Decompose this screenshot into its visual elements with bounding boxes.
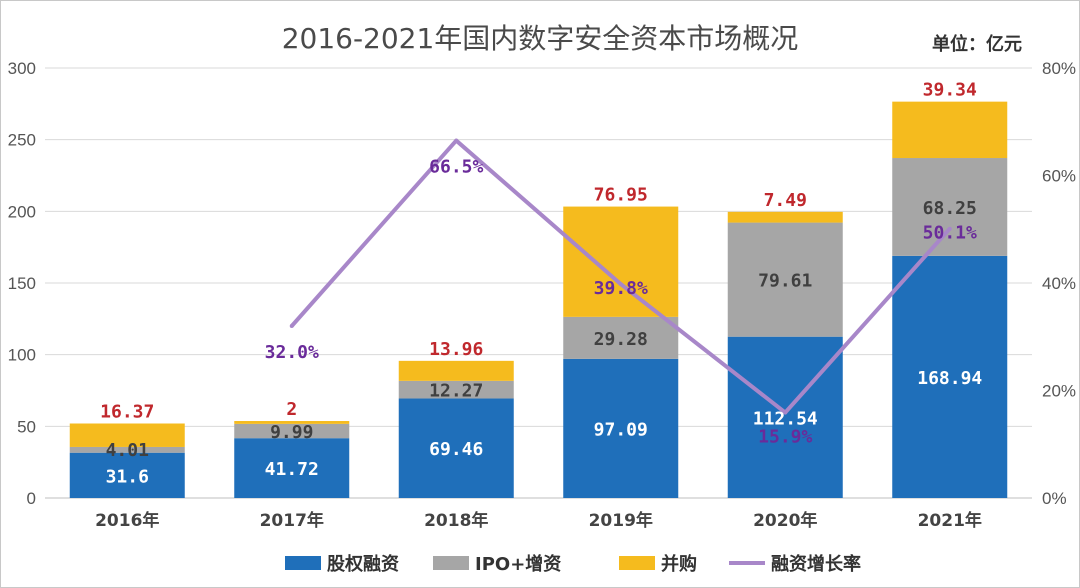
y-right-tick-label: 40% <box>1042 274 1076 293</box>
bar-data-label: 76.95 <box>594 185 648 206</box>
bar-data-label: 4.01 <box>106 440 149 461</box>
bar-data-label: 16.37 <box>100 401 154 422</box>
bar-segment <box>892 101 1008 159</box>
x-tick-label: 2021年 <box>918 510 982 531</box>
bar-data-label: 12.27 <box>429 381 483 402</box>
bar-segment <box>892 255 1008 498</box>
chart-title: 2016-2021年国内数字安全资本市场概况 <box>282 22 799 55</box>
bar-data-label: 112.54 <box>753 408 818 429</box>
bar-segment <box>563 316 679 359</box>
bar-data-label: 97.09 <box>594 419 648 440</box>
bar-segment <box>727 222 843 337</box>
bar-data-label: 2 <box>286 399 297 420</box>
bar-data-label: 7.49 <box>764 190 807 211</box>
bar-segment <box>727 336 843 498</box>
bar-segment <box>69 446 185 453</box>
line-data-label: 32.0% <box>265 342 319 363</box>
x-tick-label: 2016年 <box>95 510 159 531</box>
legend-label: 并购 <box>661 553 697 575</box>
x-tick-label: 2020年 <box>753 510 817 531</box>
legend: 股权融资 IPO+增资 并购 融资增长率 <box>285 553 861 575</box>
bar-data-label: 9.99 <box>270 422 313 443</box>
bar-segment <box>398 398 514 498</box>
legend-label: 融资增长率 <box>771 553 861 575</box>
bar-data-label: 31.6 <box>106 466 149 487</box>
growth-rate-point <box>947 226 952 231</box>
legend-label: IPO+增资 <box>475 553 561 575</box>
legend-swatch <box>433 556 469 570</box>
bar-data-label: 41.72 <box>265 459 319 480</box>
bar-data-label: 13.96 <box>429 339 483 360</box>
growth-rate-point <box>618 282 623 287</box>
growth-rate-point <box>454 138 459 143</box>
bar-data-label: 69.46 <box>429 439 483 460</box>
y-left-tick-label: 0 <box>27 489 36 508</box>
gridlines <box>45 67 1032 499</box>
bar-segment <box>234 423 350 439</box>
unit-label: 单位：亿元 <box>932 33 1022 55</box>
growth-rate-line <box>289 138 952 415</box>
y-left-tick-label: 150 <box>8 274 36 293</box>
bar-data-label: 68.25 <box>923 198 977 219</box>
bar-segment <box>234 421 350 424</box>
y-left-tick-label: 100 <box>8 346 36 365</box>
bar-segment <box>234 438 350 498</box>
x-tick-label: 2017年 <box>260 510 324 531</box>
y-right-tick-label: 80% <box>1042 59 1076 78</box>
bar-data-label: 79.61 <box>758 271 812 292</box>
bar-segment <box>892 158 1008 256</box>
y-right-tick-label: 60% <box>1042 167 1076 186</box>
growth-rate-point <box>783 410 788 415</box>
axes: 0 50 100 150 200 250 300 0% 20% 40% 60% 80% 2016年 201… <box>8 59 1076 531</box>
bar-segment <box>727 211 843 223</box>
y-right-tick-label: 0% <box>1042 489 1067 508</box>
y-left-tick-label: 50 <box>17 417 36 436</box>
bar-data-label: 39.34 <box>923 80 977 101</box>
y-right-tick-label: 20% <box>1042 382 1076 401</box>
bar-data-label: 29.28 <box>594 329 648 350</box>
line-data-label: 39.8% <box>594 278 648 299</box>
legend-label: 股权融资 <box>326 553 399 575</box>
bars <box>69 101 1008 498</box>
bar-data-label: 168.94 <box>917 368 982 389</box>
legend-swatch <box>285 556 321 570</box>
bar-segment <box>69 423 185 447</box>
bar-segment <box>563 358 679 498</box>
line-data-label: 50.1% <box>923 223 977 244</box>
bar-segment <box>398 380 514 399</box>
bar-segment <box>398 360 514 381</box>
y-left-tick-label: 250 <box>8 131 36 150</box>
x-tick-label: 2019年 <box>589 510 653 531</box>
y-left-tick-label: 300 <box>8 59 36 78</box>
line-data-label: 15.9% <box>758 427 812 448</box>
line-data-label: 66.5% <box>429 157 483 178</box>
bar-segment <box>69 452 185 498</box>
legend-swatch <box>619 556 655 570</box>
y-left-tick-label: 200 <box>8 202 36 221</box>
growth-rate-point <box>289 324 294 328</box>
bar-segment <box>563 206 679 317</box>
x-tick-label: 2018年 <box>424 510 488 531</box>
data-labels: 31.6 41.72 69.46 97.09 112.54 168.94 4.01 9.99 1… <box>100 80 982 488</box>
